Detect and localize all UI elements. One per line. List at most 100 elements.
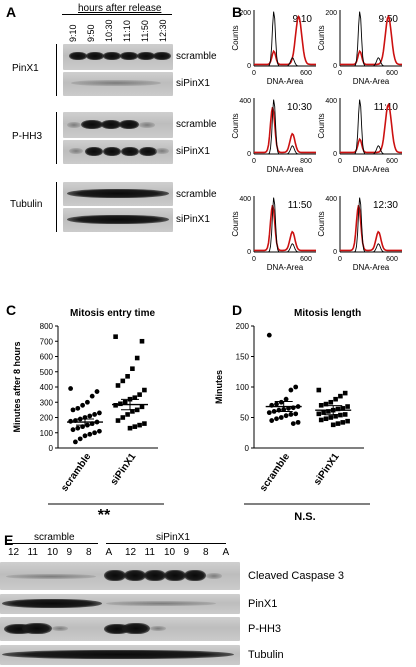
chart-title: Mitosis length <box>294 308 362 319</box>
data-point <box>142 421 147 426</box>
panel-label-e: E <box>4 532 14 548</box>
x-tick-label: 600 <box>300 256 312 263</box>
data-point <box>132 424 138 429</box>
scatter-chart-length: 0 50 100 150 200 Minutes scramble siPinX1 N.S. <box>214 322 370 523</box>
x-axis-label: DNA-Area <box>267 263 304 272</box>
data-point <box>73 439 78 445</box>
x-axis-label: DNA-Area <box>353 77 390 86</box>
data-point <box>115 383 121 388</box>
data-point <box>335 421 341 426</box>
data-point <box>89 393 95 399</box>
y-axis-label: Counts <box>317 211 326 236</box>
y-tick-label: 50 <box>240 414 249 423</box>
y-axis-label: Counts <box>231 113 240 138</box>
significance-label: ** <box>98 507 111 524</box>
data-point <box>137 422 142 428</box>
data-point <box>326 409 331 414</box>
data-point <box>283 396 289 402</box>
y-tick-label: 0 <box>247 151 251 158</box>
data-point <box>342 390 348 396</box>
data-point <box>316 387 322 393</box>
data-point <box>92 430 97 436</box>
lane-label: 10 <box>164 547 176 558</box>
row-label: siPinX1 <box>176 214 210 225</box>
row-label: Tubulin <box>248 649 284 661</box>
y-tick-label: 600 <box>40 353 54 362</box>
data-point <box>266 410 272 416</box>
panel-b: 200 0 0 600 DNA-Area Counts 9:10 200 0 0 600 DNA-Ar… <box>230 0 416 295</box>
row-label: PinX1 <box>248 598 278 610</box>
data-point <box>318 417 324 423</box>
y-tick-label: 400 <box>325 196 337 203</box>
data-point <box>97 410 102 416</box>
panel-c: Mitosis entry time 0 100 200 300 400 500 600 70… <box>0 300 210 530</box>
treated-histogram-line <box>254 14 316 66</box>
lane-label: 10 <box>47 547 59 558</box>
row-label: scramble <box>176 189 217 200</box>
x-axis-label: DNA-Area <box>353 263 390 272</box>
x-axis-label: DNA-Area <box>267 77 304 86</box>
y-tick-label: 100 <box>236 383 250 392</box>
control-histogram-line <box>254 197 316 253</box>
timepoint-label: 11:50 <box>140 20 150 42</box>
data-point <box>323 416 329 422</box>
control-histogram-line <box>254 99 316 155</box>
y-tick-label: 0 <box>333 151 337 158</box>
panel-e: scramble siPinX1 12 11 10 9 8 A 12 11 10 9 8 A Clea… <box>0 530 416 667</box>
header-rule <box>62 14 172 15</box>
x-tick-label: 0 <box>338 158 342 165</box>
data-point <box>323 401 329 407</box>
data-point <box>333 396 338 402</box>
lane-label: 11 <box>144 547 155 558</box>
data-point <box>328 399 334 405</box>
treated-histogram-line <box>340 205 402 252</box>
timepoint-label: 9:10 <box>68 24 78 42</box>
x-axis-label: DNA-Area <box>267 165 304 174</box>
panel-d: Mitosis length 0 50 100 150 200 Minutes scramb… <box>210 300 416 530</box>
data-point <box>316 411 322 417</box>
data-point <box>80 402 85 408</box>
data-point <box>288 412 294 417</box>
data-point <box>77 436 83 442</box>
lane-label: A <box>105 547 113 558</box>
time-label: 10:30 <box>287 102 312 113</box>
data-point <box>87 413 93 419</box>
lane-label: 11 <box>27 547 38 558</box>
data-point <box>120 415 126 420</box>
data-point <box>68 386 73 391</box>
group-label-pinx1: PinX1 <box>12 63 39 74</box>
y-tick-label: 0 <box>245 444 250 453</box>
row-label: P-HH3 <box>248 623 282 635</box>
y-tick-label: 200 <box>236 322 250 331</box>
data-point <box>97 428 102 434</box>
data-point <box>269 418 275 423</box>
timepoint-label: 9:50 <box>86 24 96 42</box>
data-point <box>290 421 296 426</box>
y-tick-label: 100 <box>40 429 54 438</box>
group-label-tubulin: Tubulin <box>10 199 43 210</box>
lane-label: 12 <box>8 547 20 558</box>
panel-a: hours after release 9:10 9:50 10:30 11:10 11… <box>0 0 230 295</box>
y-axis-label: Minutes <box>214 370 224 404</box>
blot-tubulin-scramble <box>63 182 173 206</box>
row-label: scramble <box>176 51 217 62</box>
data-point <box>85 399 90 405</box>
bracket-tubulin <box>56 182 57 232</box>
treated-histogram-line <box>340 102 402 154</box>
data-point <box>321 410 326 415</box>
data-point <box>345 404 350 409</box>
data-point <box>127 425 133 431</box>
control-histogram-line <box>340 11 402 67</box>
data-point <box>87 431 93 437</box>
timepoint-label: 12:30 <box>158 19 168 42</box>
scatter-chart-entry: 0 100 200 300 400 500 600 700 800 Minutes after 8… <box>12 322 164 524</box>
panel-label-c: C <box>6 302 17 318</box>
category-label: siPinX1 <box>109 451 139 487</box>
data-point <box>333 413 338 419</box>
data-point <box>137 392 142 397</box>
y-tick-label: 200 <box>239 10 251 17</box>
lane-label: 9 <box>183 547 190 558</box>
